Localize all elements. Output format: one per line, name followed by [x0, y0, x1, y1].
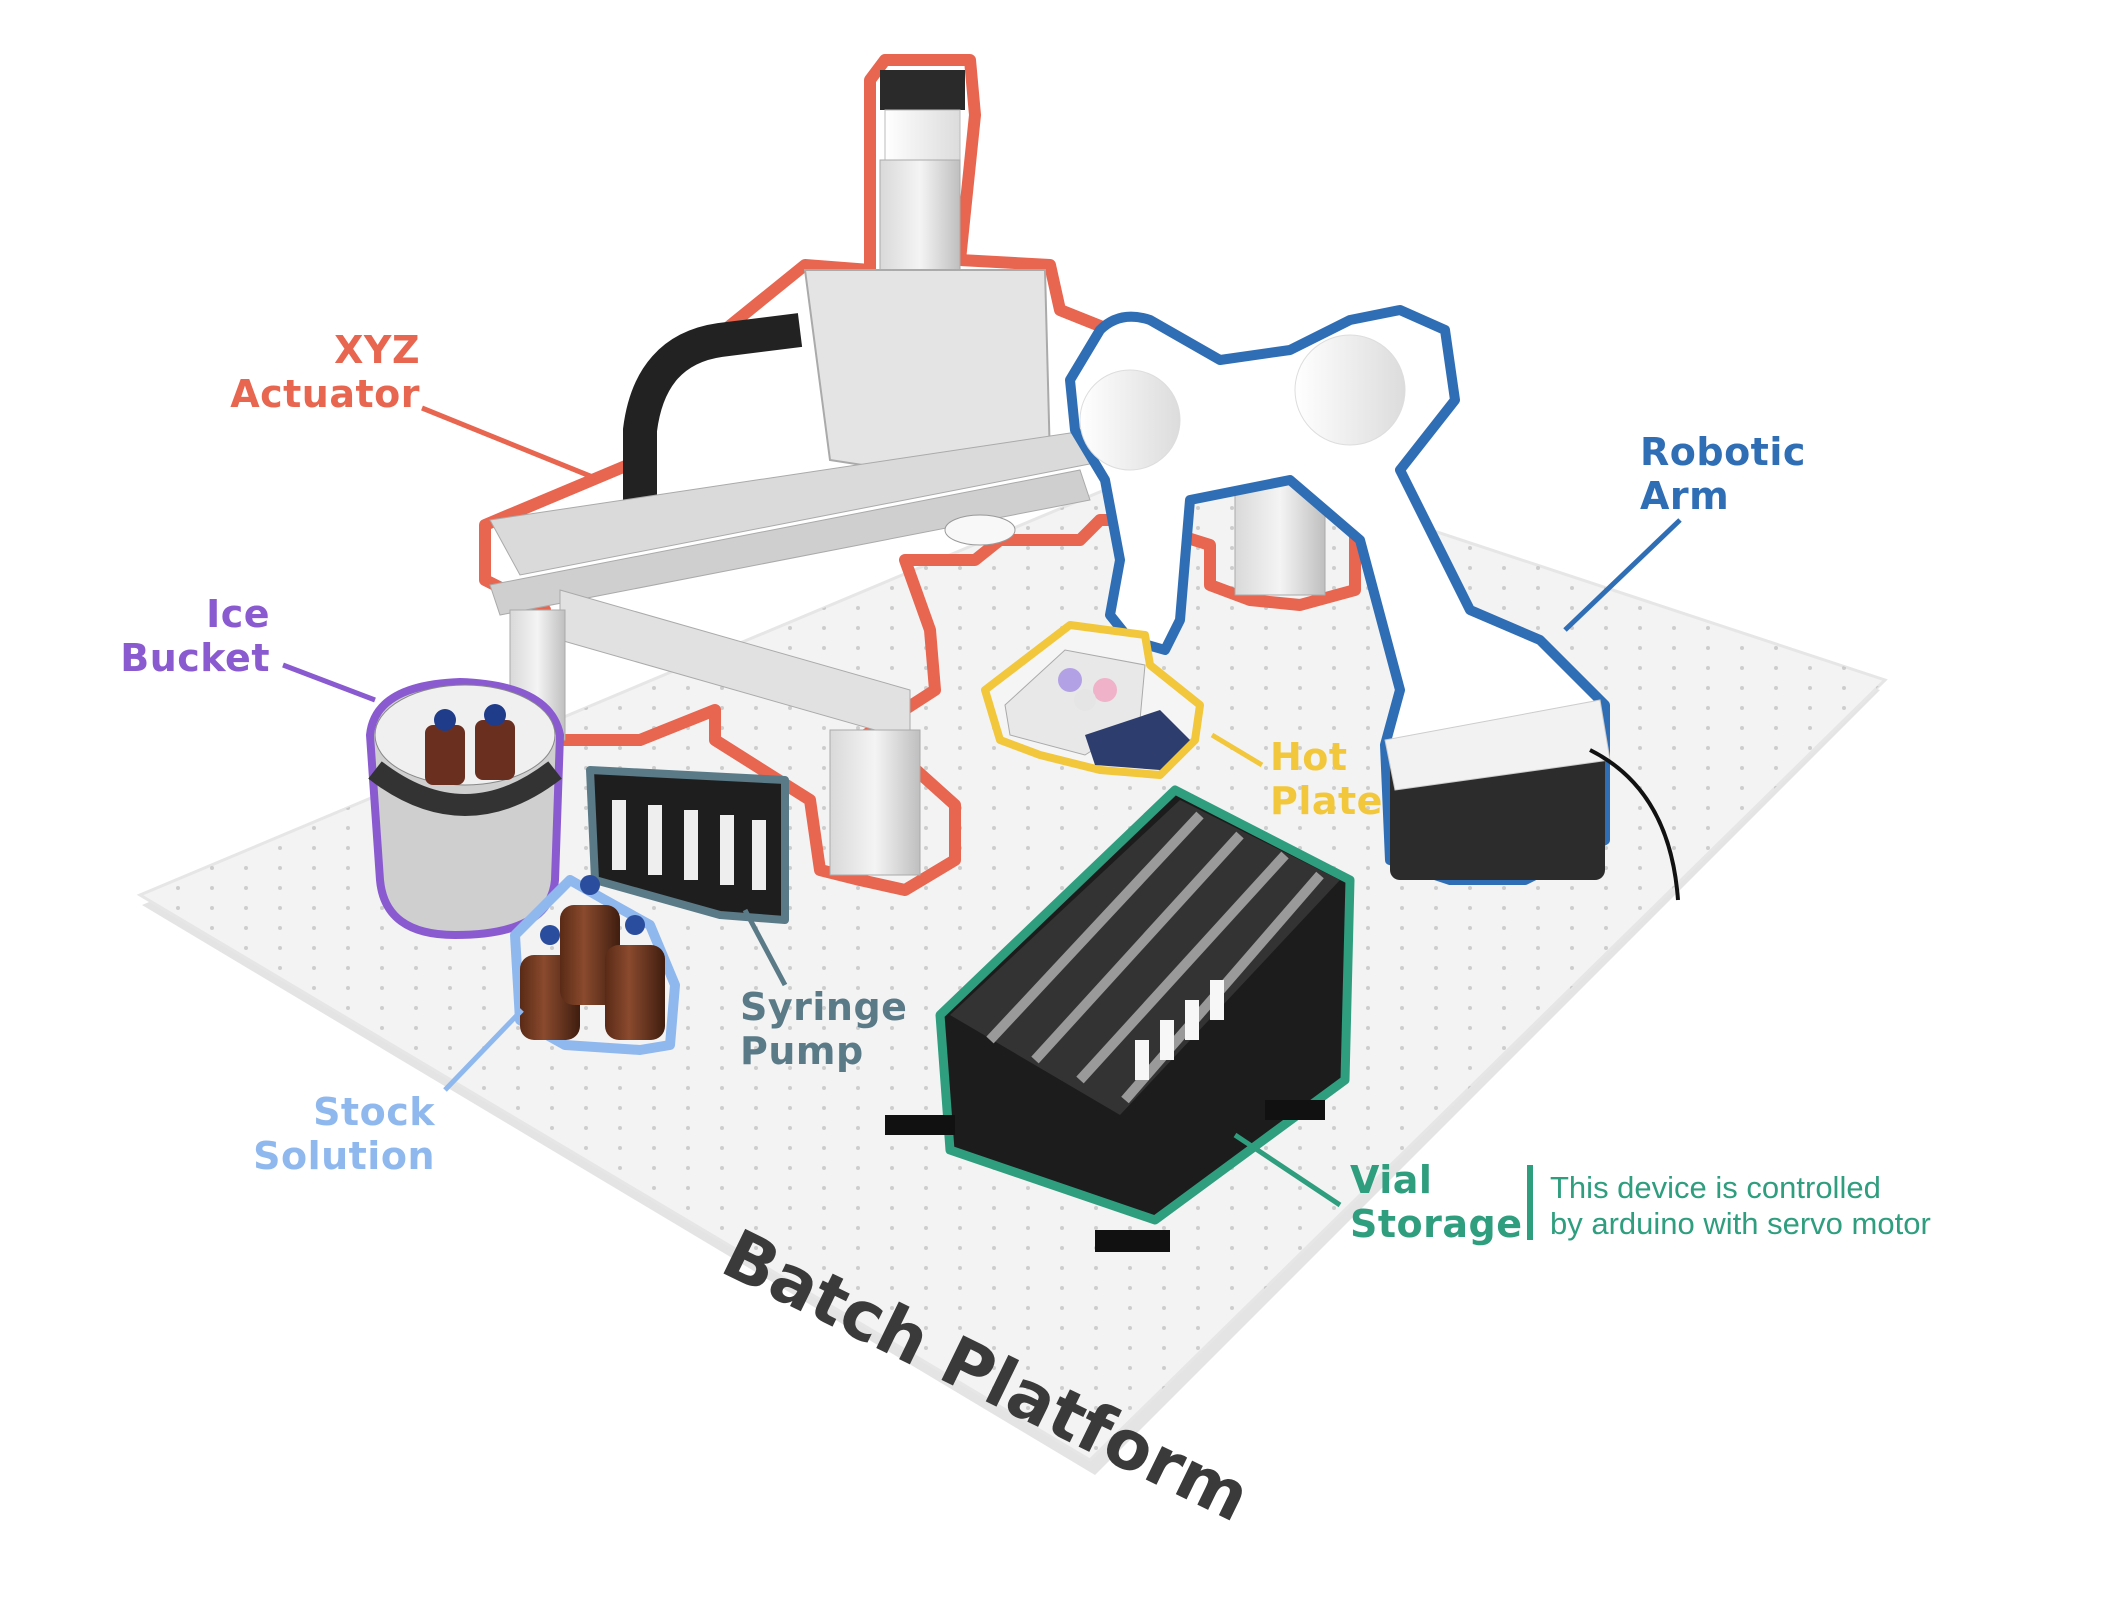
ice-label-line2: Bucket	[120, 636, 270, 680]
syringe-label-line1: Syringe	[740, 985, 908, 1029]
syringe-pump	[586, 766, 789, 924]
xyz-actuator-label: XYZ Actuator	[195, 328, 420, 416]
ice-bucket	[365, 677, 565, 940]
leader-lines	[282, 405, 1682, 1240]
xyz-leader	[421, 405, 596, 481]
robotic-arm-label: Robotic Arm	[1640, 430, 1806, 518]
hot-leader	[1210, 732, 1264, 768]
syringe-label-line2: Pump	[740, 1029, 864, 1073]
vial-leader	[1233, 1132, 1342, 1208]
vial-storage-label: Vial Storage	[1350, 1158, 1523, 1246]
stock-solution-label: Stock Solution	[230, 1090, 435, 1178]
robot-leader	[1563, 518, 1682, 632]
vial-storage	[885, 785, 1355, 1252]
hot-label-line2: Plate	[1270, 779, 1383, 823]
arduino-note: This device is controlled by arduino wit…	[1550, 1170, 1931, 1242]
stock-label-line2: Solution	[253, 1134, 435, 1178]
syringe-leader	[742, 908, 788, 987]
stock-label-line1: Stock	[313, 1090, 435, 1134]
hot-plate-label: Hot Plate	[1270, 735, 1383, 823]
xyz-label-line2: Actuator	[230, 372, 420, 416]
ice-label-line1: Ice	[206, 592, 270, 636]
hot-label-line1: Hot	[1270, 735, 1348, 779]
note-line2: by arduino with servo motor	[1550, 1206, 1931, 1241]
stock-solution	[510, 875, 680, 1055]
stock-leader	[443, 1008, 524, 1092]
hot-plate	[981, 621, 1204, 779]
robot-label-line2: Arm	[1640, 474, 1730, 518]
ice-bucket-label: Ice Bucket	[90, 592, 270, 680]
xyz-actuator	[479, 54, 1361, 896]
robot-label-line1: Robotic	[1640, 430, 1806, 474]
ice-leader	[282, 662, 376, 703]
xyz-label-line1: XYZ	[334, 328, 420, 372]
note-line1: This device is controlled	[1550, 1170, 1881, 1205]
syringe-pump-label: Syringe Pump	[740, 985, 907, 1073]
vial-label-line2: Storage	[1350, 1202, 1523, 1246]
vial-label-line1: Vial	[1350, 1158, 1433, 1202]
